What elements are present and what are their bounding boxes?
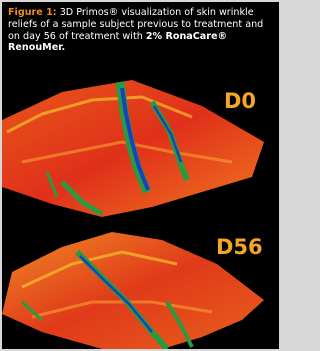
body: D0 D56 Figure 1: 3D Primos® visualizatio…: [0, 0, 281, 351]
panel-label: D56: [216, 235, 263, 259]
panel-label: D0: [224, 89, 256, 113]
figure-label: Figure 1:: [8, 7, 57, 18]
figure-caption: Figure 1: 3D Primos® visualization of sk…: [8, 7, 274, 54]
page: {"figure": {"label": "Figure 1:", "capti…: [0, 0, 320, 351]
figure-frame: D0 D56 Figure 1: 3D Primos® visualizatio…: [2, 2, 279, 349]
